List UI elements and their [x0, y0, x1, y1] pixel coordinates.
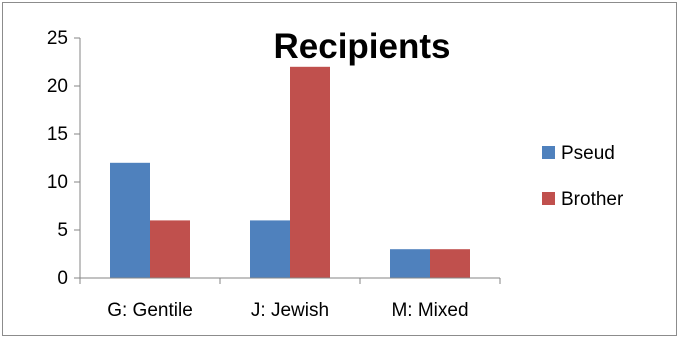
- y-tick-label: 5: [57, 220, 68, 241]
- bar-brother-2: [290, 66, 330, 278]
- x-tick-label: M: Mixed: [391, 300, 468, 321]
- legend-swatch-pseud: [542, 146, 555, 159]
- legend: Pseud Brother: [542, 143, 624, 210]
- legend-label-brother: Brother: [561, 189, 624, 210]
- y-tick-label: 20: [47, 76, 68, 97]
- bar-pseud-3: [390, 249, 430, 278]
- y-tick-label: 0: [57, 268, 68, 289]
- y-tick-label: 15: [47, 124, 68, 145]
- x-tick-label: G: Gentile: [107, 300, 193, 321]
- y-tick-label: 10: [47, 172, 68, 193]
- chart-title: Recipients: [274, 27, 451, 66]
- plot-area: 0 5 10 15 20 25 G: Gentile J: Jewish M: Mixed: [47, 28, 501, 321]
- bar-brother-1: [150, 220, 190, 278]
- x-tick-label: J: Jewish: [251, 300, 329, 321]
- bar-brother-3: [430, 249, 470, 278]
- bar-pseud-1: [110, 162, 150, 278]
- legend-label-pseud: Pseud: [561, 143, 615, 164]
- bar-pseud-2: [250, 220, 290, 278]
- y-tick-label: 25: [47, 28, 68, 49]
- legend-swatch-brother: [542, 192, 555, 205]
